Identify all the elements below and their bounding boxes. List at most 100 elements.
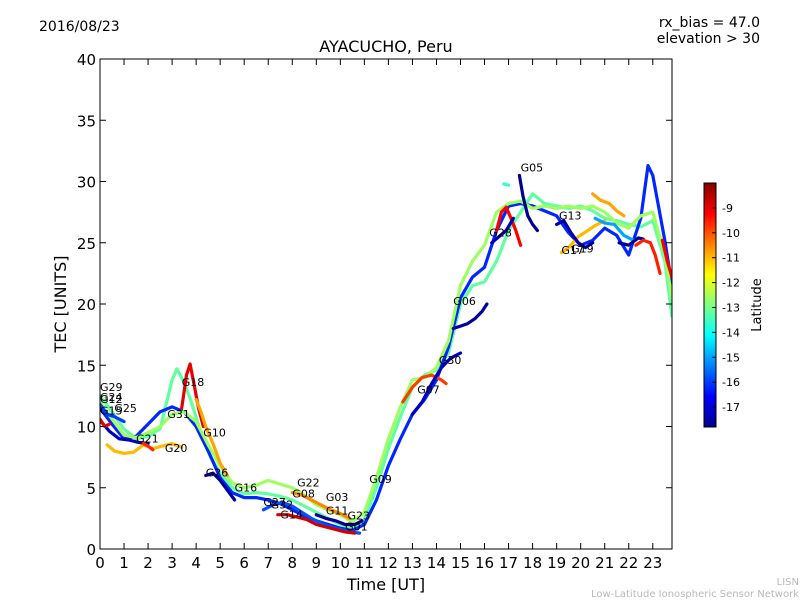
tec-series-26: [100, 402, 126, 424]
tec-series-13: [517, 173, 539, 233]
tec-series-8: [290, 491, 352, 520]
date-label: 2016/08/23: [39, 19, 120, 35]
colorbar-tick-label: -12: [722, 277, 740, 290]
y-tick-label: 25: [77, 235, 96, 253]
tec-series-28: [141, 442, 155, 452]
x-tick-label: 22: [619, 554, 638, 572]
y-tick-label: 40: [77, 51, 96, 69]
y-tick-label: 15: [77, 357, 96, 375]
satellite-label: G17: [561, 244, 584, 257]
tec-series-19: [555, 219, 595, 250]
x-tick-label: 5: [215, 554, 225, 572]
colorbar-tick-label: -15: [722, 351, 740, 364]
tec-series-24: [401, 373, 448, 404]
satellite-label: G20: [165, 442, 188, 455]
tec-series-16: [502, 182, 511, 187]
tec-series-7: [204, 471, 237, 502]
satellite-label: G26: [206, 467, 229, 480]
x-tick-label: 20: [571, 554, 590, 572]
colorbar-tick-label: -10: [722, 227, 740, 240]
x-tick-label: 21: [595, 554, 614, 572]
colorbar-tick-label: -13: [722, 301, 740, 314]
tec-series-6: [194, 398, 229, 478]
x-axis-label: Time [UT]: [346, 575, 425, 594]
satellite-label: G30: [439, 354, 462, 367]
x-tick-label: 23: [643, 554, 662, 572]
x-tick-label: 11: [355, 554, 374, 572]
x-tick-label: 4: [191, 554, 201, 572]
x-tick-label: 14: [427, 554, 446, 572]
satellite-label: G07: [417, 383, 440, 396]
x-tick-label: 1: [119, 554, 129, 572]
tec-series-17: [559, 219, 607, 255]
satellite-label: G23: [348, 510, 371, 523]
satellite-label: G28: [489, 227, 512, 240]
elevation-label: elevation > 30: [657, 31, 760, 47]
satellite-label: G16: [235, 481, 258, 494]
satellite-label: G24: [100, 391, 123, 404]
x-tick-label: 3: [167, 554, 177, 572]
satellite-label: G31: [167, 408, 190, 421]
satellite-label: G19: [571, 243, 594, 256]
tec-series-1: [100, 164, 672, 533]
y-tick-label: 0: [86, 541, 96, 559]
satellite-label: G11: [326, 505, 349, 518]
y-tick-label: 5: [86, 480, 96, 498]
tec-series-4: [100, 418, 150, 446]
tec-series-15: [490, 216, 515, 245]
x-tick-label: 0: [95, 554, 105, 572]
satellite-label: G22: [297, 477, 320, 490]
x-tick-label: 13: [403, 554, 422, 572]
satellite-label: G05: [521, 162, 544, 175]
credit-line2: Low-Latitude Ionospheric Sensor Network: [591, 589, 799, 600]
y-tick-label: 30: [77, 174, 96, 192]
satellite-label: G08: [292, 488, 315, 501]
y-axis-label: TEC [UNITS]: [51, 256, 70, 354]
x-tick-label: 9: [312, 554, 322, 572]
satellite-label: G18: [182, 376, 205, 389]
y-tick-label: 35: [77, 112, 96, 130]
satellite-label: G21: [136, 432, 159, 445]
x-axis-ticks: 0 1 2 3 4 5 6 7 8 9 10 11 12 13 14 15 16 17 18 19 20 21 22 23: [95, 59, 662, 572]
x-tick-label: 19: [547, 554, 566, 572]
tec-series-20: [593, 216, 636, 242]
satellite-label: G27: [263, 496, 286, 509]
y-tick-label: 20: [77, 296, 96, 314]
satellite-label: G13: [559, 210, 582, 223]
colorbar-tick-label: -14: [722, 326, 740, 339]
x-tick-label: 16: [475, 554, 494, 572]
x-tick-label: 17: [499, 554, 518, 572]
colorbar: [703, 182, 717, 428]
x-tick-label: 15: [451, 554, 470, 572]
x-tick-label: 6: [239, 554, 249, 572]
satellite-label: G06: [453, 295, 476, 308]
credit-line1: LISN: [777, 577, 799, 588]
tec-series-23: [660, 238, 672, 279]
satellite-labels: G29G24G12G15G25G21G20G31G18G10G26G16G27G…: [100, 162, 594, 534]
x-tick-label: 7: [263, 554, 273, 572]
satellite-label: G12: [100, 393, 123, 406]
tec-series-11: [314, 513, 364, 527]
tec-series-25: [410, 351, 463, 416]
x-tick-label: 10: [331, 554, 350, 572]
tec-series-18: [591, 192, 626, 218]
tec-series-2: [100, 199, 672, 524]
rx-bias-label: rx_bias = 47.0: [659, 15, 760, 31]
x-tick-label: 18: [523, 554, 542, 572]
tec-series-22: [634, 238, 662, 275]
colorbar-ticks: -9 -10 -11 -12 -13 -14 -15 -16 -17: [712, 202, 740, 414]
satellite-label: G14: [280, 508, 303, 521]
x-tick-label: 12: [379, 554, 398, 572]
satellite-label: G03: [326, 491, 349, 504]
x-tick-label: 2: [143, 554, 153, 572]
series-layer: [100, 164, 672, 535]
satellite-label: G29: [100, 381, 123, 394]
y-axis-ticks: 0 5 10 15 20 25 30 35 40: [77, 51, 672, 559]
satellite-label: G09: [369, 473, 392, 486]
satellite-label: G25: [114, 402, 137, 415]
chart-title: AYACUCHO, Peru: [319, 37, 452, 56]
tec-series-14: [495, 205, 523, 247]
colorbar-tick-label: -9: [722, 202, 733, 215]
tec-series-10: [276, 513, 357, 535]
